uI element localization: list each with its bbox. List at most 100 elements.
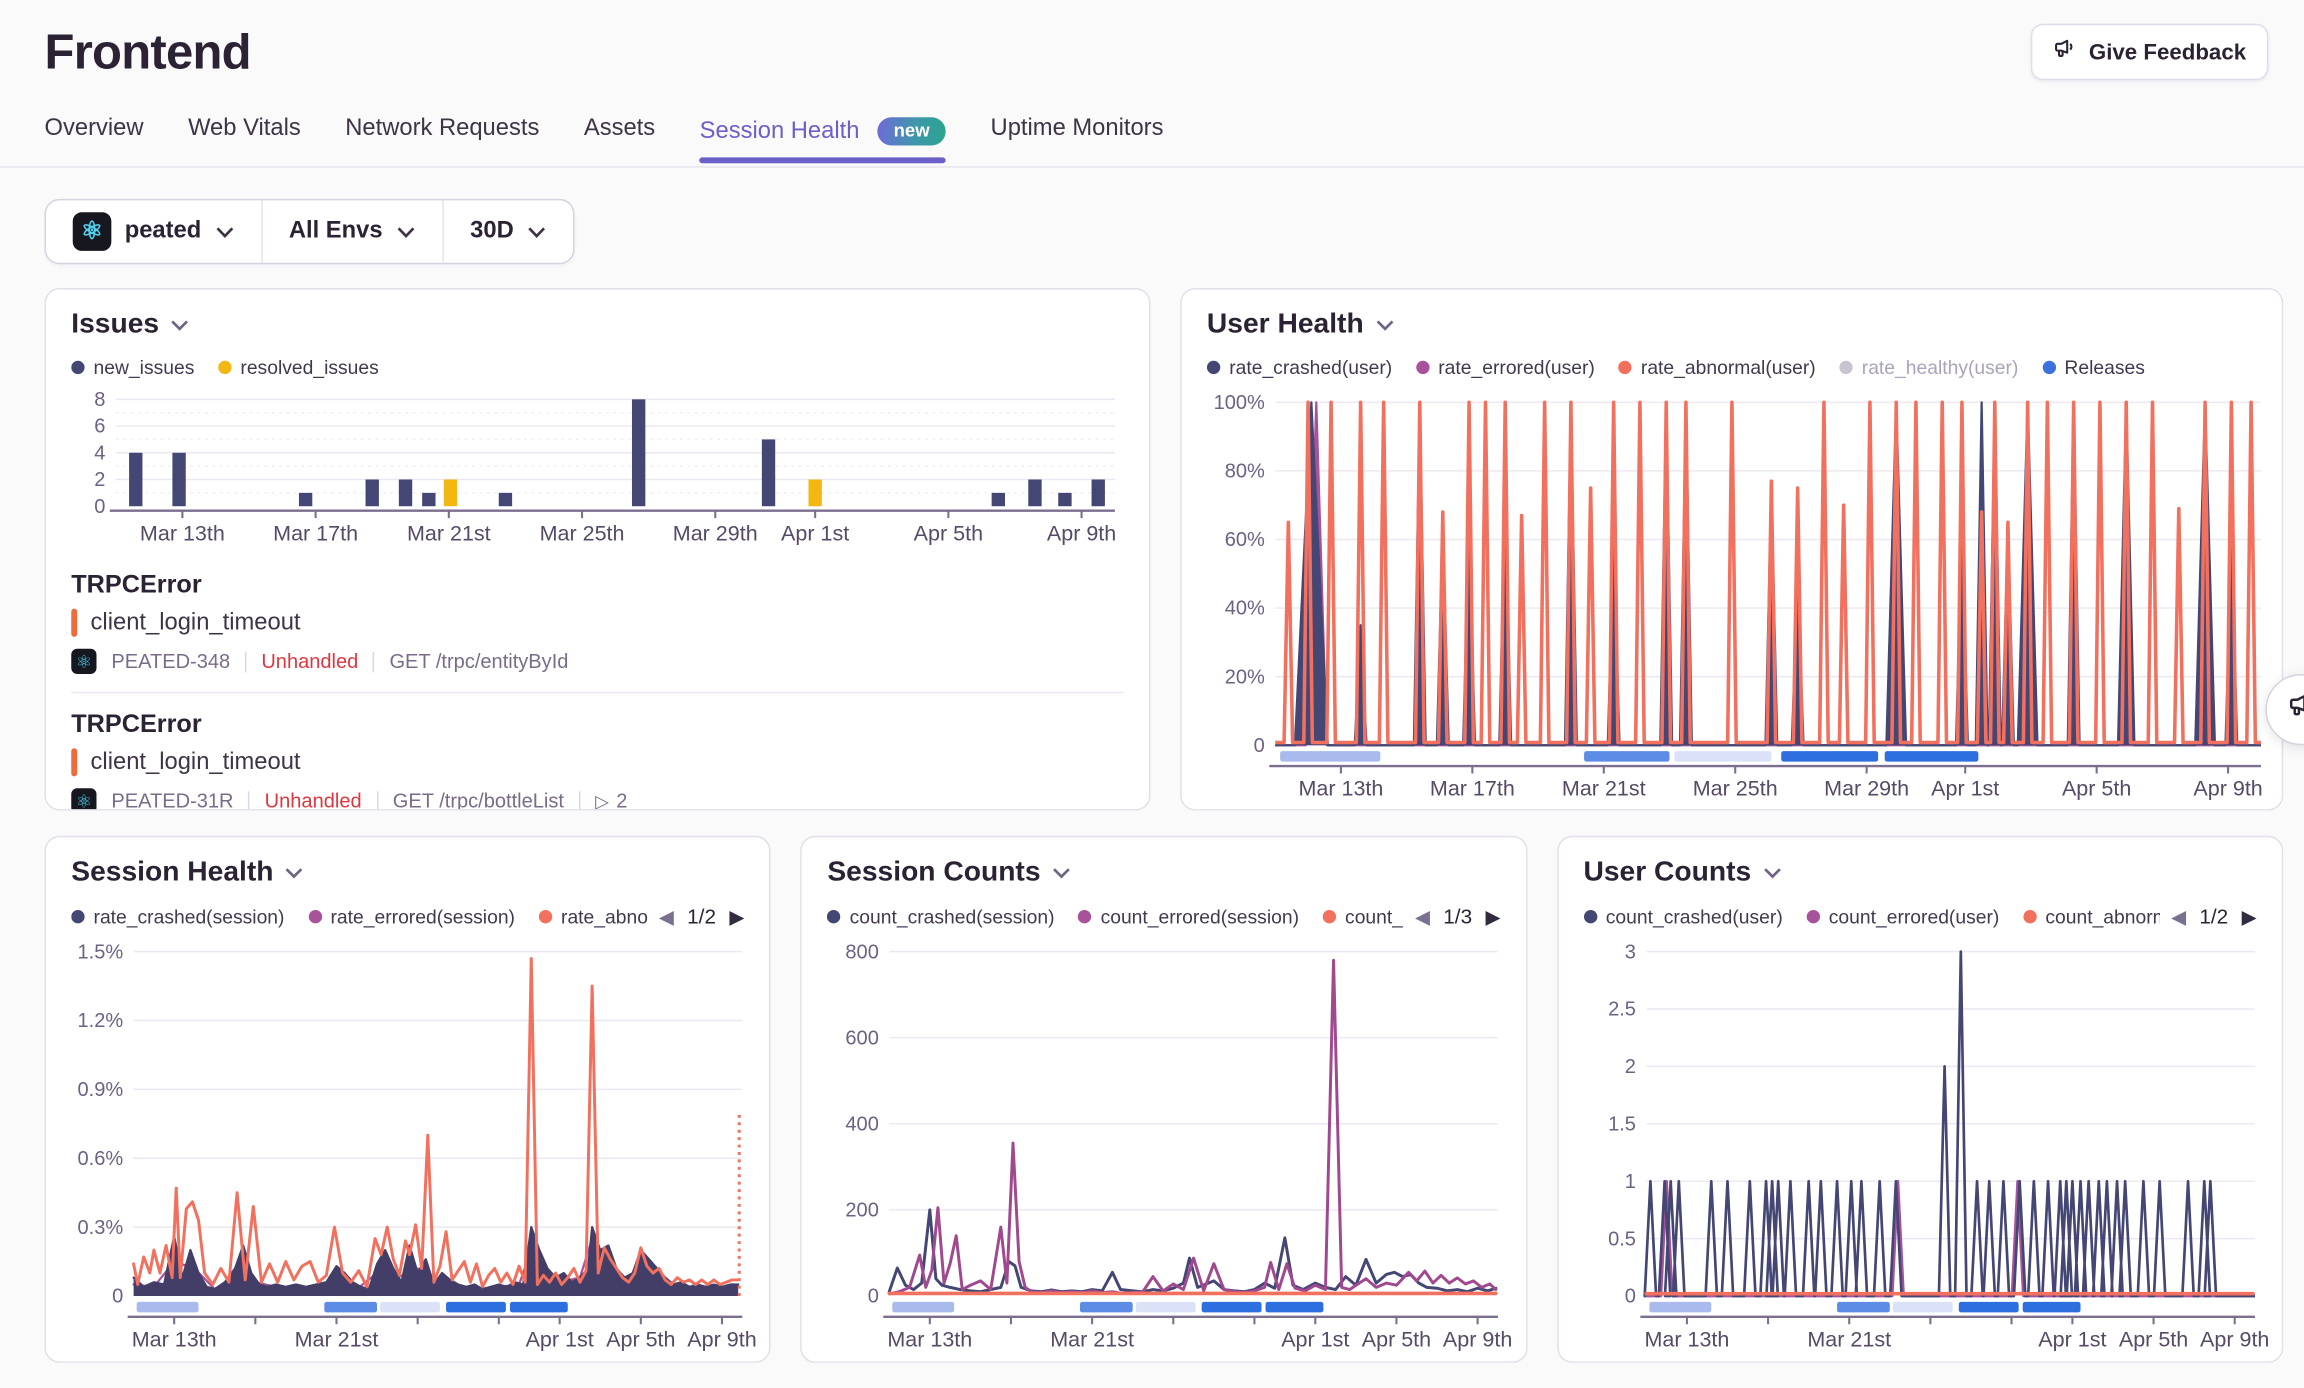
user-health-panel-title-dropdown[interactable]: User Health bbox=[1207, 309, 1393, 342]
svg-text:800: 800 bbox=[846, 941, 879, 963]
svg-text:0: 0 bbox=[868, 1286, 879, 1308]
svg-text:80%: 80% bbox=[1225, 461, 1265, 483]
tab-uptime-monitors[interactable]: Uptime Monitors bbox=[991, 116, 1164, 164]
give-feedback-button[interactable]: Give Feedback bbox=[2031, 24, 2268, 80]
user-health-chart[interactable]: 020%40%60%80%100%Mar 13thMar 17thMar 21s… bbox=[1207, 390, 2273, 804]
legend-item-count-abnormal-user[interactable]: count_abnormal(user) bbox=[2023, 905, 2159, 927]
legend-item-count-errored-user[interactable]: count_errored(user) bbox=[1807, 905, 2000, 927]
svg-text:Apr 9th: Apr 9th bbox=[2193, 777, 2262, 801]
svg-text:Mar 25th: Mar 25th bbox=[1693, 777, 1778, 801]
session-counts-panel-title-dropdown[interactable]: Session Counts bbox=[827, 857, 1070, 890]
issue-row[interactable]: TRPCError client_login_timeout ⚛ PEATED-… bbox=[71, 554, 1124, 692]
series-dot bbox=[308, 909, 321, 922]
legend-item-rate-errored-user[interactable]: rate_errored(user) bbox=[1416, 356, 1595, 378]
issue-error-type: TRPCError bbox=[71, 710, 1124, 740]
unhandled-tag: Unhandled bbox=[261, 650, 358, 672]
environment-filter[interactable]: All Envs bbox=[261, 200, 442, 262]
pager-prev-arrow[interactable]: ◀ bbox=[659, 906, 674, 925]
legend-item-count-crashed-user[interactable]: count_crashed(user) bbox=[1583, 905, 1782, 927]
series-dot bbox=[218, 361, 231, 374]
series-dot bbox=[71, 909, 84, 922]
svg-text:2.5: 2.5 bbox=[1608, 999, 1636, 1021]
user-counts-panel-title-dropdown[interactable]: User Counts bbox=[1583, 857, 1780, 890]
user-counts-chart[interactable]: 00.511.522.53Mar 13thMar 21stApr 1stApr … bbox=[1583, 940, 2263, 1356]
pager-prev-arrow[interactable]: ◀ bbox=[2171, 906, 2186, 925]
chevron-down-icon bbox=[1052, 867, 1070, 879]
react-platform-icon: ⚛ bbox=[71, 788, 96, 810]
topbar: Frontend Give Feedback bbox=[0, 0, 2304, 80]
session-health-panel: Session Health rate_crashed(session) rat… bbox=[45, 836, 771, 1363]
project-filter[interactable]: ⚛ peated bbox=[46, 200, 261, 262]
svg-text:1.5: 1.5 bbox=[1608, 1113, 1636, 1135]
session-health-panel-title-dropdown[interactable]: Session Health bbox=[71, 857, 303, 890]
divider bbox=[248, 791, 249, 811]
chevron-down-icon bbox=[285, 867, 303, 879]
divider bbox=[376, 791, 377, 811]
svg-text:Apr 5th: Apr 5th bbox=[606, 1327, 675, 1351]
chevron-down-icon bbox=[171, 319, 189, 331]
svg-text:Mar 29th: Mar 29th bbox=[1824, 777, 1909, 801]
issues-panel-title-dropdown[interactable]: Issues bbox=[71, 309, 189, 342]
issues-bar-chart[interactable]: 02468Mar 13thMar 17thMar 21stMar 25thMar… bbox=[71, 390, 1127, 544]
legend-pager: ◀ 1/2 ▶ bbox=[2171, 904, 2256, 928]
tab-session-health-label: Session Health bbox=[700, 118, 860, 145]
panel-title: Session Health bbox=[71, 857, 273, 890]
svg-text:3: 3 bbox=[1624, 941, 1635, 963]
pager-next-arrow[interactable]: ▶ bbox=[729, 906, 744, 925]
svg-text:1: 1 bbox=[1624, 1171, 1635, 1193]
svg-text:Apr 5th: Apr 5th bbox=[2062, 777, 2131, 801]
tab-web-vitals[interactable]: Web Vitals bbox=[188, 116, 301, 164]
session-counts-chart[interactable]: 0200400600800Mar 13thMar 21stApr 1stApr … bbox=[827, 940, 1507, 1356]
svg-text:Mar 17th: Mar 17th bbox=[1430, 777, 1515, 801]
svg-text:20%: 20% bbox=[1225, 666, 1265, 688]
svg-text:Apr 1st: Apr 1st bbox=[781, 521, 849, 545]
svg-text:2: 2 bbox=[1624, 1056, 1635, 1078]
date-range-filter[interactable]: 30D bbox=[442, 200, 573, 262]
svg-text:400: 400 bbox=[846, 1113, 879, 1135]
series-dot bbox=[1583, 909, 1596, 922]
svg-text:Apr 1st: Apr 1st bbox=[2038, 1327, 2106, 1351]
legend-item-releases[interactable]: Releases bbox=[2042, 356, 2145, 378]
legend-item-count-crashed-session[interactable]: count_crashed(session) bbox=[827, 905, 1054, 927]
issue-row[interactable]: TRPCError client_login_timeout ⚛ PEATED-… bbox=[71, 692, 1124, 811]
legend-item-rate-crashed-session[interactable]: rate_crashed(session) bbox=[71, 905, 284, 927]
series-dot bbox=[1839, 361, 1852, 374]
tab-session-health[interactable]: Session Health new bbox=[700, 118, 946, 162]
svg-text:0: 0 bbox=[112, 1286, 123, 1308]
legend-item-count-abnormal-session[interactable]: count_abnormal(session) bbox=[1323, 905, 1403, 927]
pager-next-arrow[interactable]: ▶ bbox=[1486, 906, 1501, 925]
series-dot bbox=[539, 909, 552, 922]
legend-item-new-issues[interactable]: new_issues bbox=[71, 356, 194, 378]
pager-next-arrow[interactable]: ▶ bbox=[2242, 906, 2257, 925]
react-platform-icon: ⚛ bbox=[73, 212, 112, 251]
svg-text:2: 2 bbox=[94, 469, 105, 491]
svg-text:1.2%: 1.2% bbox=[78, 1010, 124, 1032]
tab-assets[interactable]: Assets bbox=[584, 116, 655, 164]
issue-culprit: client_login_timeout bbox=[91, 609, 301, 636]
divider bbox=[373, 651, 374, 672]
svg-text:100%: 100% bbox=[1214, 392, 1265, 414]
legend-item-count-errored-session[interactable]: count_errored(session) bbox=[1078, 905, 1299, 927]
panel-title: Issues bbox=[71, 309, 159, 342]
session-health-chart[interactable]: 00.3%0.6%0.9%1.2%1.5%Mar 13thMar 21stApr… bbox=[71, 940, 751, 1356]
megaphone-icon bbox=[2053, 37, 2077, 67]
error-level-bar bbox=[71, 609, 77, 637]
series-dot bbox=[1416, 361, 1429, 374]
session-counts-panel: Session Counts count_crashed(session) co… bbox=[801, 836, 1527, 1363]
tab-network-requests[interactable]: Network Requests bbox=[345, 116, 539, 164]
legend-item-resolved-issues[interactable]: resolved_issues bbox=[218, 356, 379, 378]
legend-item-rate-errored-session[interactable]: rate_errored(session) bbox=[308, 905, 515, 927]
svg-text:6: 6 bbox=[94, 416, 105, 438]
svg-text:Mar 21st: Mar 21st bbox=[1807, 1327, 1891, 1351]
megaphone-icon bbox=[2287, 692, 2304, 728]
tab-overview[interactable]: Overview bbox=[45, 116, 144, 164]
legend-item-rate-healthy-user[interactable]: rate_healthy(user) bbox=[1839, 356, 2018, 378]
legend-item-rate-abnormal-user[interactable]: rate_abnormal(user) bbox=[1619, 356, 1816, 378]
series-dot bbox=[1207, 361, 1220, 374]
svg-text:Apr 9th: Apr 9th bbox=[687, 1327, 756, 1351]
new-badge: new bbox=[877, 118, 946, 145]
legend-item-rate-abnormal-session[interactable]: rate_abnormal(session) bbox=[539, 905, 647, 927]
series-dot bbox=[2023, 909, 2036, 922]
pager-prev-arrow[interactable]: ◀ bbox=[1415, 906, 1430, 925]
legend-item-rate-crashed-user[interactable]: rate_crashed(user) bbox=[1207, 356, 1392, 378]
